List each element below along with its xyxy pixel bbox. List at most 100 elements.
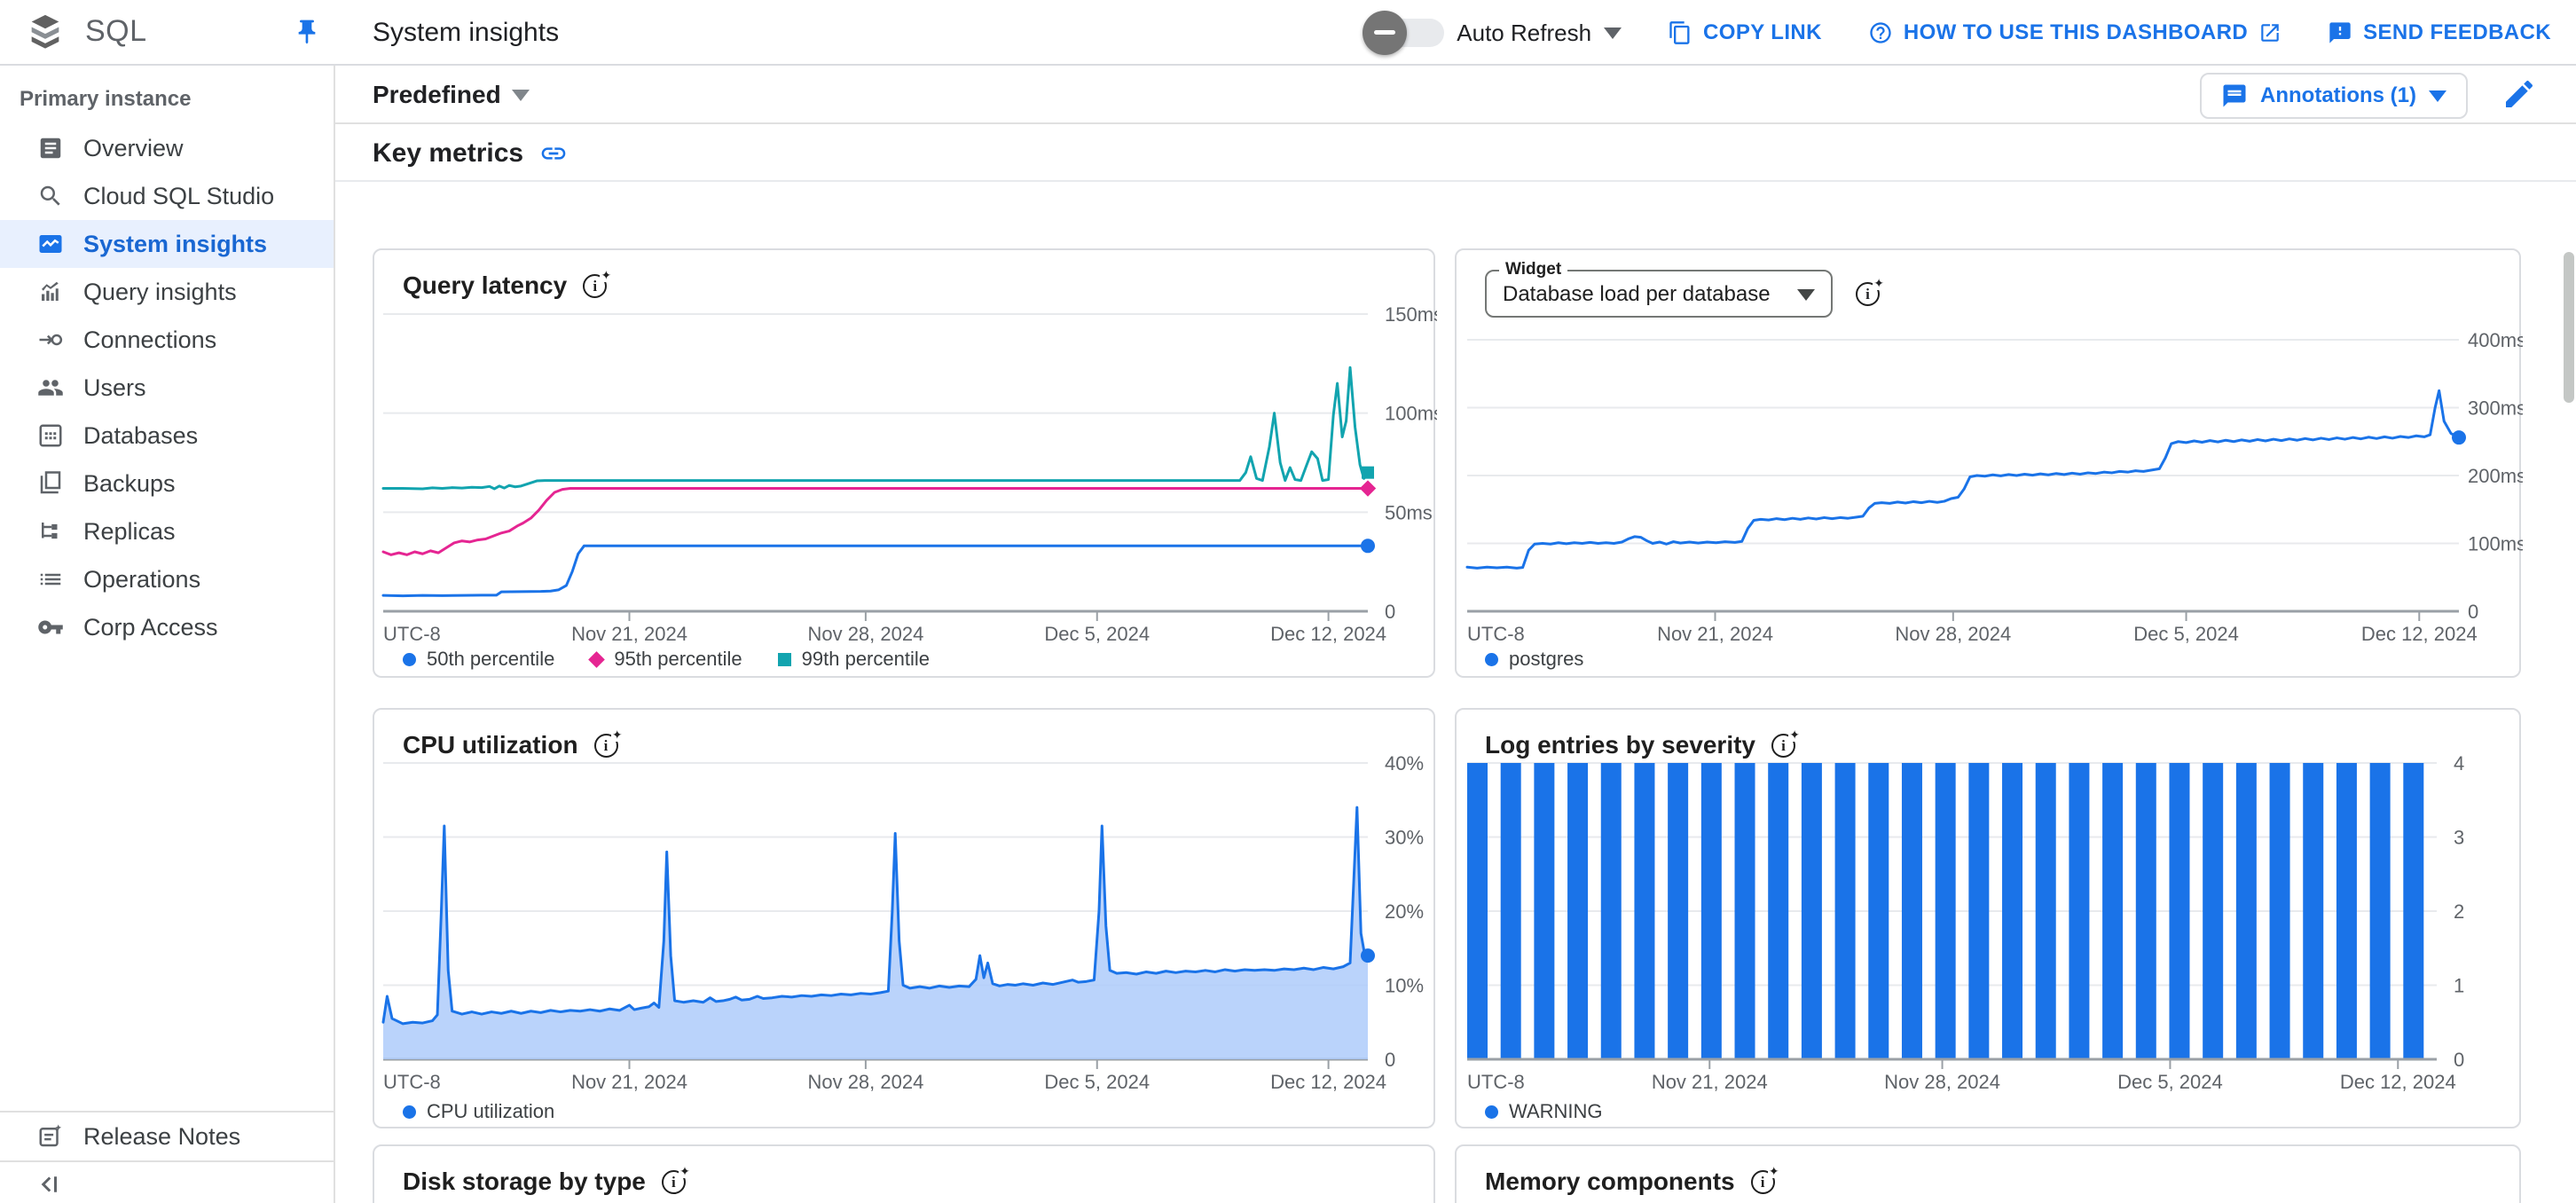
sidebar-item-label: Databases (83, 421, 199, 449)
legend-item[interactable]: 99th percentile (777, 648, 930, 671)
database-load-chart: 400ms/s 300ms/s 200ms/s 100ms/s 0 Nov 21, 202… (1457, 250, 2541, 684)
overview-icon (40, 138, 61, 159)
chart-title-label: CPU utilization (403, 731, 578, 759)
vertical-scrollbar[interactable] (2564, 252, 2574, 403)
section-link-icon[interactable] (539, 139, 568, 168)
chart-legend: 50th percentile 95th percentile 99th perce… (403, 648, 930, 671)
svg-text:UTC-8: UTC-8 (383, 1071, 441, 1093)
toggle-knob (1363, 11, 1408, 55)
chart-title-label: Query latency (403, 271, 568, 299)
legend-item[interactable]: postgres (1485, 648, 1583, 671)
copy-link-button[interactable]: COPY LINK (1668, 20, 1822, 45)
square-marker-icon (777, 652, 791, 666)
svg-text:Nov 21, 2024: Nov 21, 2024 (1652, 1071, 1768, 1093)
legend-item[interactable]: 95th percentile (588, 648, 742, 671)
info-icon[interactable]: i ✦ (583, 267, 613, 298)
sidebar-item-users[interactable]: Users (0, 364, 334, 412)
info-icon[interactable]: i ✦ (1856, 276, 1885, 306)
predefined-label: Predefined (373, 81, 501, 108)
annotations-button[interactable]: Annotations (1) (2200, 73, 2468, 119)
sidebar-item-replicas[interactable]: Replicas (0, 507, 334, 555)
chart-title: Memory components i ✦ (1485, 1163, 1780, 1196)
sidebar-item-operations[interactable]: Operations (0, 555, 334, 603)
memory-components-card: Memory components i ✦ (1455, 1144, 2521, 1203)
sidebar-item-label: Overview (83, 134, 184, 161)
corp-access-icon (38, 620, 63, 634)
cpu-utilization-chart: 40% 30% 20% 10% 0 Nov 21, 2024 Nov 28, 2024 Dec… (374, 710, 1437, 1135)
sidebar-item-corp-access[interactable]: Corp Access (0, 603, 334, 651)
svg-text:40%: 40% (1385, 752, 1424, 774)
how-to-use-button[interactable]: HOW TO USE THIS DASHBOARD (1868, 20, 2281, 45)
circle-marker-icon (403, 652, 416, 666)
sidebar-items: Overview Cloud SQL Studio System insight… (0, 124, 334, 651)
info-icon[interactable]: i ✦ (661, 1163, 691, 1194)
svg-text:2: 2 (2454, 900, 2464, 923)
sidebar: Primary instance Overview Cloud SQL Stud… (0, 66, 335, 1203)
collapse-sidebar-icon[interactable] (35, 1171, 62, 1198)
sidebar-item-overview[interactable]: Overview (0, 124, 334, 172)
svg-text:100ms/s: 100ms/s (2468, 533, 2523, 555)
chart-title: CPU utilization i ✦ (403, 727, 624, 759)
svg-text:1: 1 (2454, 975, 2464, 997)
legend-label: 50th percentile (427, 648, 555, 670)
svg-text:10%: 10% (1385, 975, 1424, 997)
auto-refresh-control: Auto Refresh (1363, 11, 1622, 55)
section-header: Key metrics (335, 124, 2576, 182)
legend-item[interactable]: CPU utilization (403, 1100, 554, 1123)
auto-refresh-toggle[interactable] (1363, 11, 1445, 55)
info-icon[interactable]: i ✦ (593, 727, 624, 758)
chevron-down-icon[interactable] (1604, 27, 1622, 39)
top-bar: SQL System insights Auto Refresh COPY LI… (0, 0, 2576, 66)
circle-marker-icon (1485, 1105, 1498, 1119)
sidebar-section-label: Primary instance (20, 87, 192, 111)
sidebar-item-connections[interactable]: Connections (0, 316, 334, 364)
database-load-card: Widget Database load per database i ✦ 400… (1455, 248, 2541, 678)
svg-text:Dec 12, 2024: Dec 12, 2024 (2340, 1071, 2456, 1093)
legend-label: 95th percentile (614, 648, 742, 670)
sidebar-item-system-insights[interactable]: System insights (0, 220, 334, 268)
sidebar-item-label: Release Notes (83, 1122, 241, 1150)
svg-text:Dec 5, 2024: Dec 5, 2024 (2133, 623, 2239, 645)
legend-item[interactable]: 50th percentile (403, 648, 554, 671)
svg-text:Dec 12, 2024: Dec 12, 2024 (1270, 1071, 1386, 1093)
query-latency-chart: 150ms 100ms 50ms 0 Nov 21, 2024 Nov 28, 2024 D… (374, 250, 1443, 684)
circle-marker-icon (403, 1105, 416, 1119)
svg-text:UTC-8: UTC-8 (383, 623, 441, 645)
widget-select[interactable]: Widget Database load per database (1485, 260, 1833, 318)
cpu-utilization-card: CPU utilization i ✦ 40% 30% 20% 10% 0 Nov 21, … (373, 708, 1435, 1128)
svg-text:0: 0 (2468, 601, 2478, 623)
svg-text:300ms/s: 300ms/s (2468, 397, 2523, 420)
svg-text:UTC-8: UTC-8 (1467, 1071, 1525, 1093)
svg-text:Nov 21, 2024: Nov 21, 2024 (571, 1071, 687, 1093)
sidebar-item-databases[interactable]: Databases (0, 412, 334, 460)
sidebar-item-cloud-sql-studio[interactable]: Cloud SQL Studio (0, 172, 334, 220)
sidebar-item-release-notes[interactable]: Release Notes (0, 1113, 334, 1160)
sidebar-item-query-insights[interactable]: Query insights (0, 268, 334, 316)
svg-text:Dec 5, 2024: Dec 5, 2024 (1044, 1071, 1150, 1093)
chart-legend: postgres (1485, 648, 1583, 671)
databases-icon (39, 424, 62, 447)
predefined-dropdown[interactable]: Predefined (373, 66, 530, 124)
info-icon[interactable]: i ✦ (1750, 1163, 1780, 1194)
svg-text:Dec 5, 2024: Dec 5, 2024 (2117, 1071, 2223, 1093)
info-icon[interactable]: i ✦ (1771, 727, 1802, 758)
sidebar-item-backups[interactable]: Backups (0, 460, 334, 507)
legend-item[interactable]: WARNING (1485, 1100, 1603, 1123)
sidebar-item-label: Operations (83, 565, 201, 593)
pin-icon[interactable] (293, 18, 321, 46)
search-icon (40, 185, 60, 206)
section-title-label: Key metrics (373, 138, 524, 168)
help-icon (1870, 22, 1891, 43)
svg-text:20%: 20% (1385, 900, 1424, 923)
svg-text:200ms/s: 200ms/s (2468, 465, 2523, 487)
chevron-down-icon (511, 89, 530, 101)
log-entries-chart: 4 3 2 1 0 Nov 21, 2024 Nov 28, 2024 Dec 5, 2024… (1457, 710, 2523, 1135)
sidebar-item-label: Connections (83, 326, 217, 353)
operations-icon (40, 573, 61, 586)
send-feedback-button[interactable]: SEND FEEDBACK (2328, 20, 2551, 45)
edit-pencil-icon[interactable] (2501, 76, 2537, 112)
main-content: Predefined Annotations (1) Key metrics Q… (335, 66, 2576, 1203)
legend-label: WARNING (1509, 1100, 1603, 1122)
svg-text:400ms/s: 400ms/s (2468, 329, 2523, 351)
